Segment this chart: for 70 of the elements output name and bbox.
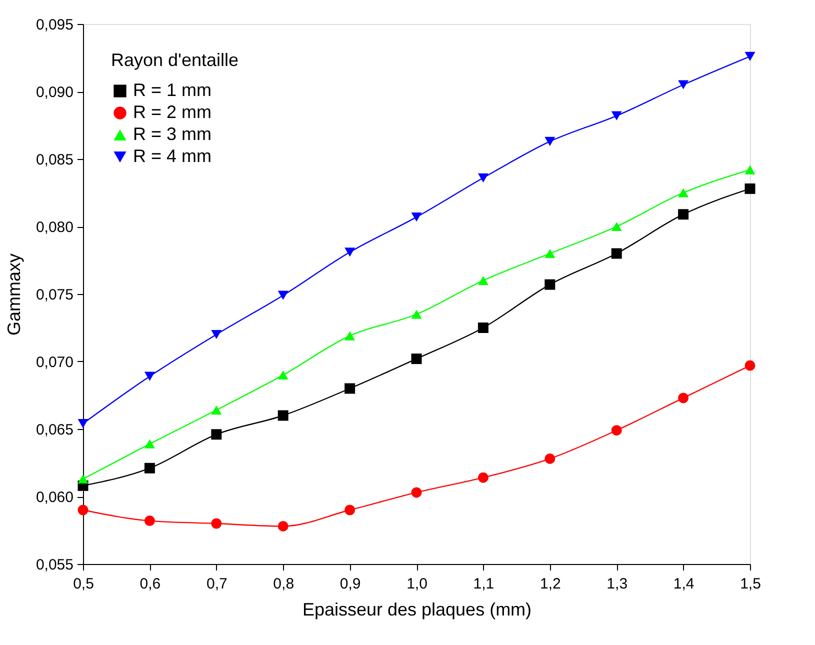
point	[78, 504, 88, 516]
point	[411, 310, 422, 319]
y-tick-label: 0,085	[36, 152, 74, 168]
point	[478, 322, 488, 333]
point	[344, 248, 356, 257]
x-tick-label: 0,5	[73, 576, 94, 592]
point	[544, 279, 556, 290]
point	[611, 425, 622, 436]
x-tick-label: 1,4	[673, 576, 694, 592]
point	[678, 188, 689, 198]
point	[678, 80, 689, 90]
point	[611, 222, 622, 232]
point	[744, 360, 756, 371]
x-tick-label: 1,3	[606, 576, 628, 592]
point	[78, 419, 88, 428]
point	[78, 474, 88, 484]
point	[278, 290, 288, 300]
point	[344, 504, 356, 516]
point	[478, 276, 488, 286]
point	[411, 212, 422, 222]
point	[478, 173, 488, 182]
legend-label: R = 2 mm	[133, 102, 212, 122]
point	[344, 331, 356, 340]
point	[144, 462, 155, 474]
point	[544, 453, 556, 464]
x-tick-label: 1,1	[473, 576, 494, 592]
y-tick-label: 0,090	[36, 84, 74, 101]
x-tick-label: 1,2	[540, 576, 561, 592]
point	[678, 392, 689, 404]
point	[144, 372, 155, 381]
x-tick-label: 0,7	[206, 576, 228, 592]
point	[611, 111, 622, 120]
x-tick-label: 1,5	[740, 576, 761, 592]
point	[144, 516, 155, 526]
point	[278, 520, 288, 532]
point	[211, 429, 222, 440]
point	[278, 370, 288, 380]
x-tick-label: 1,0	[406, 576, 428, 592]
point	[278, 410, 288, 421]
point	[544, 248, 556, 258]
point	[678, 209, 689, 220]
x-tick-label: 0,6	[140, 576, 161, 592]
y-tick-label: 0,065	[36, 422, 74, 438]
point	[744, 52, 756, 61]
y-tick-label: 0,070	[36, 354, 74, 371]
point	[344, 383, 356, 394]
point	[411, 354, 422, 364]
point	[211, 406, 222, 415]
point	[144, 439, 155, 448]
point	[544, 136, 556, 146]
legend-label: R = 4 mm	[133, 146, 212, 166]
y-tick-label: 0,095	[36, 16, 74, 34]
y-axis-title: Gammaxy	[4, 253, 24, 336]
x-tick-label: 0,8	[273, 576, 294, 592]
y-tick-label: 0,060	[36, 489, 74, 506]
point	[478, 472, 488, 483]
legend-title: Rayon d'entaille	[111, 50, 239, 70]
y-tick-label: 0,080	[36, 219, 74, 236]
y-tick-label: 0,055	[36, 556, 74, 574]
point	[744, 165, 756, 174]
point	[211, 330, 222, 340]
legend-label: R = 1 mm	[133, 80, 212, 100]
point	[411, 487, 422, 498]
x-axis-title: Epaisseur des plaques (mm)	[302, 600, 532, 620]
point	[611, 248, 622, 259]
point	[744, 183, 756, 194]
x-tick-label: 0,9	[340, 576, 361, 592]
legend-label: R = 3 mm	[133, 124, 212, 144]
y-tick-label: 0,075	[36, 286, 74, 304]
point	[211, 518, 222, 529]
